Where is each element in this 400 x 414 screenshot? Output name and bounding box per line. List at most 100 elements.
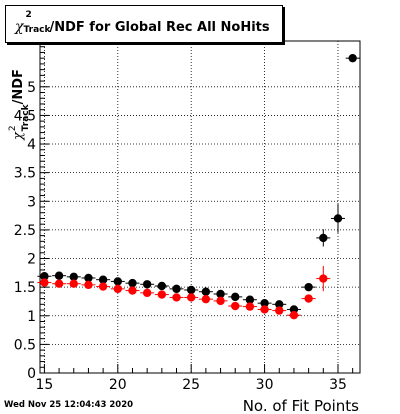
data-point-red [286, 310, 301, 320]
marker [275, 300, 284, 309]
title-symbol: χ [15, 19, 24, 35]
data-point-black [316, 229, 331, 247]
y-tick-label: 0.5 [14, 337, 36, 353]
data-point-black [198, 287, 213, 296]
data-point-black [242, 295, 257, 304]
marker [113, 284, 122, 294]
data-point-black [228, 292, 243, 302]
marker [304, 282, 313, 292]
marker [319, 233, 328, 243]
plot-frame [39, 40, 361, 374]
data-point-black [169, 284, 184, 294]
y-axis-label-sup: 2 [8, 125, 18, 131]
marker [69, 279, 78, 288]
marker [231, 301, 240, 311]
title-sup: 2 [25, 10, 32, 20]
data-point-red [125, 286, 140, 295]
title-rest: /NDF for Global Rec All NoHits [49, 20, 270, 35]
x-tick-label: 15 [35, 377, 53, 393]
chart-title: χ 2 Track/NDF for Global Rec All NoHits [15, 10, 270, 35]
data-point-black [272, 300, 287, 309]
data-point-black [345, 53, 360, 63]
y-tick-label: 3 [27, 194, 36, 210]
marker [172, 284, 181, 294]
marker [98, 275, 108, 284]
data-point-black [184, 285, 199, 295]
data-point-black [140, 280, 155, 289]
marker [113, 277, 122, 286]
data-point-red [110, 284, 125, 294]
y-tick-label: 1 [27, 309, 36, 325]
marker [54, 271, 64, 280]
marker [142, 280, 152, 289]
y-tick-label: 4.5 [14, 108, 36, 124]
data-point-black [52, 271, 67, 280]
x-tick-label: 30 [256, 377, 274, 393]
data-points [37, 53, 360, 320]
marker [98, 282, 108, 291]
y-axis-label: χ2 Track/NDF [8, 69, 31, 141]
data-point-black [37, 272, 52, 281]
data-point-red [154, 290, 169, 299]
marker [216, 296, 225, 306]
marker [40, 278, 49, 287]
y-tick-label: 3.5 [14, 166, 36, 182]
data-point-red [257, 305, 272, 314]
marker [186, 293, 196, 302]
timestamp: Wed Nov 25 12:04:43 2020 [4, 400, 134, 410]
marker [245, 295, 255, 304]
y-axis-label-sub: Track [21, 103, 31, 131]
data-point-black [96, 275, 111, 284]
marker [260, 298, 269, 308]
marker [304, 294, 313, 303]
data-point-red [81, 280, 96, 290]
marker [84, 273, 93, 283]
data-point-black [81, 273, 96, 283]
marker [157, 290, 167, 299]
x-tick-label: 20 [109, 377, 127, 393]
marker [69, 272, 78, 282]
y-axis-label-symbol: χ [11, 131, 26, 141]
data-point-red [184, 293, 199, 302]
marker [128, 278, 137, 288]
marker [201, 287, 211, 296]
data-point-red [37, 278, 52, 287]
marker [216, 289, 225, 299]
data-point-black [301, 282, 316, 292]
data-point-red [301, 294, 316, 303]
marker [231, 292, 240, 302]
marker [348, 53, 357, 63]
y-tick-labels: 0 0.5 1 1.5 2 2.5 3 3.5 4 4.5 5 [14, 80, 36, 382]
data-point-red [66, 279, 81, 288]
marker [201, 294, 211, 304]
marker [54, 279, 64, 288]
y-tick-label: 2 [27, 252, 36, 268]
y-axis-label-rest: /NDF [11, 69, 26, 104]
title-sub: Track [23, 25, 51, 35]
data-point-red [198, 294, 213, 304]
marker [275, 306, 284, 315]
marker [333, 214, 343, 223]
x-tick-labels: 15 20 25 30 35 [35, 377, 346, 393]
x-axis-label: No. of Fit Points [243, 397, 359, 414]
axis-ticks [40, 40, 354, 374]
marker [40, 272, 49, 281]
chart-title-box: χ 2 Track/NDF for Global Rec All NoHits [5, 5, 283, 43]
marker [128, 286, 137, 295]
marker [157, 281, 167, 291]
y-tick-label: 5 [27, 80, 36, 96]
data-point-red [213, 296, 228, 306]
grid-lines [40, 41, 360, 373]
data-point-red [96, 282, 111, 291]
data-point-black [213, 289, 228, 299]
x-tick-label: 25 [182, 377, 200, 393]
x-tick-label: 35 [329, 377, 347, 393]
data-point-red [228, 301, 243, 311]
data-point-red [272, 306, 287, 315]
marker [319, 274, 328, 283]
data-point-black [257, 298, 272, 308]
marker [84, 280, 93, 290]
marker [142, 288, 152, 298]
